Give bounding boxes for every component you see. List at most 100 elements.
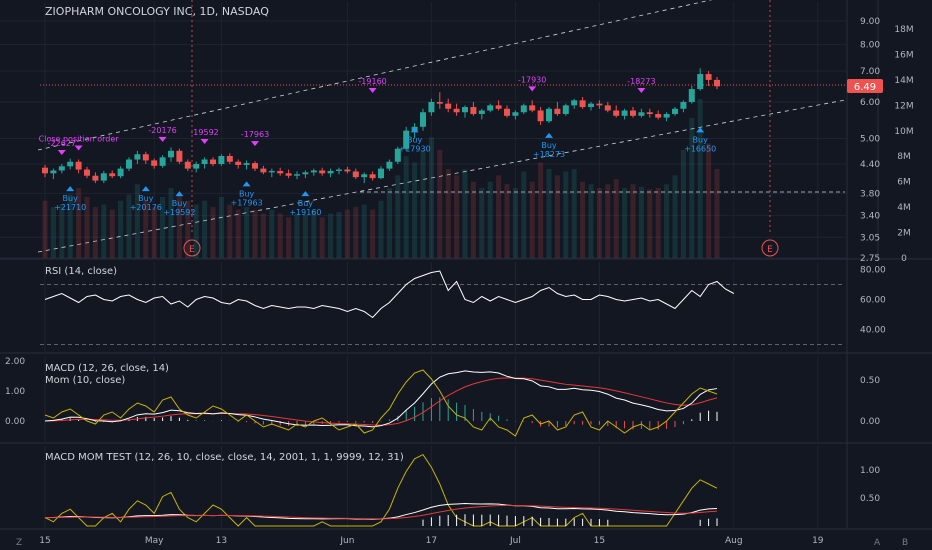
volume-bar — [218, 196, 224, 258]
mmt-momentum-line — [44, 453, 718, 527]
candle-body — [495, 105, 502, 109]
volume-bar — [193, 204, 199, 258]
candle-body — [420, 112, 426, 127]
volume-bar — [571, 168, 577, 258]
candle-body — [621, 110, 628, 116]
sell-label: -17930 — [518, 75, 546, 84]
price-tick-label: 6.00 — [860, 98, 880, 108]
volume-bar — [403, 156, 409, 258]
sell-label: -19592 — [190, 128, 218, 137]
price-tick-label: 4.40 — [860, 160, 880, 170]
volume-tick-label: 2M — [897, 229, 911, 239]
macd-line — [44, 370, 718, 428]
buy-qty: +19160 — [289, 208, 321, 217]
candle-body — [210, 159, 216, 165]
volume-bar — [84, 196, 90, 258]
channel-lower — [37, 99, 846, 253]
volume-bar — [596, 188, 602, 258]
buy-arrow — [545, 132, 553, 138]
candle-body — [310, 170, 317, 173]
candle-body — [285, 173, 292, 176]
candle-body — [75, 161, 82, 170]
volume-bar — [328, 213, 334, 258]
volume-bar — [664, 184, 670, 258]
grid-lines — [0, 0, 932, 530]
time-tick-label: 17 — [426, 536, 437, 546]
sell-arrow — [528, 86, 537, 92]
time-tick-label: 19 — [812, 536, 824, 546]
volume-bar — [504, 184, 510, 258]
time-tick-label: Jun — [339, 536, 354, 546]
candle-body — [546, 108, 552, 122]
buy-arrow — [301, 191, 310, 197]
candle-body — [260, 168, 267, 173]
chart-title: ZIOPHARM ONCOLOGY INC, 1D, NASDAQ — [45, 5, 269, 18]
log-scale-button[interactable]: B — [902, 538, 909, 548]
candle-body — [268, 170, 275, 173]
candle-body — [159, 157, 166, 166]
price-axes[interactable]: 9.00 8.00 7.00 6.00 5.00 4.40 3.80 3.40 3.05 2.75… — [39, 17, 913, 546]
candle-body — [226, 155, 233, 162]
volume-bar — [59, 204, 65, 258]
volume-bar — [92, 207, 98, 258]
candle-body — [520, 105, 527, 113]
auto-scale-button[interactable]: A — [874, 538, 881, 548]
volume-tick-label: 8M — [897, 152, 911, 162]
event-marker — [761, 239, 779, 257]
candle-body — [445, 103, 452, 109]
candle-body — [369, 174, 376, 179]
sell-arrow — [637, 87, 646, 93]
event-marker-label: E — [189, 245, 195, 255]
mom-label: Mom (10, close) — [45, 375, 125, 386]
macd-mom-test-pane[interactable]: 1.00 0.50 — [44, 453, 880, 527]
candle-body — [462, 107, 468, 113]
candle-body — [168, 150, 174, 158]
candle-body — [529, 105, 536, 111]
candle-body — [352, 171, 359, 178]
price-tick-label: 8.00 — [860, 40, 880, 50]
volume-bar — [126, 194, 132, 258]
candle-body — [672, 108, 678, 115]
volume-bar — [496, 175, 502, 258]
sell-arrow — [251, 141, 259, 147]
volume-bar — [588, 184, 594, 258]
volume-bars — [42, 98, 720, 258]
candle-body — [126, 159, 132, 169]
volume-bar — [521, 171, 527, 258]
volume-tick-label: 16M — [894, 50, 913, 60]
event-marker — [183, 239, 201, 257]
rsi-tick-label: 40.00 — [860, 326, 886, 336]
candle-body — [201, 159, 208, 165]
macd-pane[interactable]: 2.00 1.00 0.00 0.50 0.00 — [5, 357, 880, 437]
candlestick-series[interactable] — [42, 68, 720, 184]
volume-bar — [227, 204, 233, 258]
candle-body — [705, 74, 712, 80]
candle-body — [537, 110, 544, 122]
buy-arrow — [141, 186, 150, 192]
candle-body — [663, 114, 670, 118]
candle-body — [638, 112, 645, 116]
volume-bar — [101, 204, 107, 258]
volume-bar — [67, 194, 73, 258]
candle-body — [58, 166, 65, 171]
volume-bar — [680, 149, 686, 258]
volume-bar — [437, 149, 443, 258]
candle-body — [453, 108, 460, 113]
price-tick-label: 9.00 — [860, 17, 880, 27]
candle-body — [151, 160, 158, 166]
volume-bar — [151, 207, 157, 258]
candle-body — [504, 108, 510, 116]
candle-body — [512, 112, 519, 116]
candle-body — [613, 110, 620, 116]
candle-body — [277, 170, 284, 174]
volume-bar — [420, 149, 426, 258]
candle-body — [403, 130, 410, 149]
buy-arrow — [175, 191, 184, 197]
candle-body — [646, 112, 653, 115]
rsi-pane[interactable]: 80.00 60.00 40.00 — [40, 266, 886, 345]
volume-bar — [622, 188, 628, 258]
volume-bar — [487, 181, 493, 258]
volume-bar — [118, 200, 124, 258]
timezone-button[interactable]: Z — [16, 538, 23, 548]
